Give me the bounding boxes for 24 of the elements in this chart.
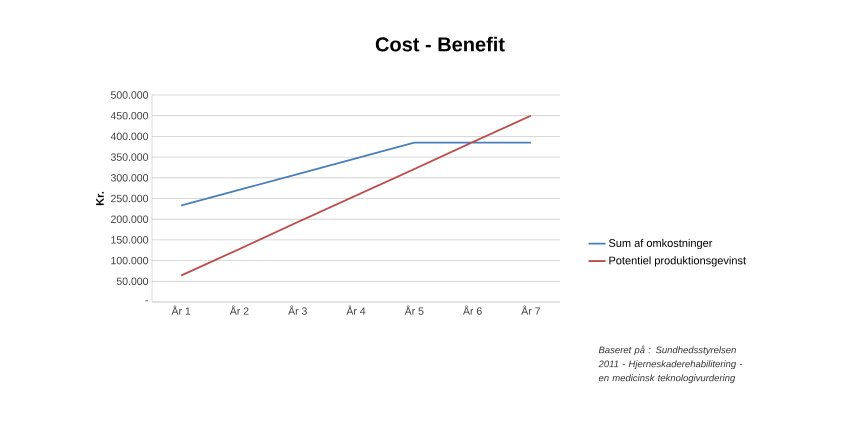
chart-title: Cost - Benefit (376, 36, 505, 52)
y-tick-label: 250.000 (111, 194, 148, 202)
x-tick-label: År 1 (172, 306, 190, 315)
y-tick-label: 350.000 (110, 153, 148, 161)
y-tick-label: 150.000 (111, 236, 148, 244)
x-tick-label: År 6 (462, 306, 482, 315)
legend-label: Potentiel produktionsgevinst (609, 256, 746, 267)
y-tick-label: 450.000 (110, 112, 148, 120)
x-tick-label: År 2 (230, 306, 249, 315)
y-tick-label: 100.000 (111, 256, 148, 264)
x-tick-label: År 5 (404, 306, 424, 315)
x-tick-label: År 7 (521, 306, 540, 315)
y-tick-label: 200.000 (111, 215, 148, 223)
y-tick-label: 50.000 (116, 278, 148, 286)
x-tick-label: År 4 (346, 306, 366, 315)
line-series (180, 114, 532, 276)
y-tick-label: 400.000 (110, 132, 148, 140)
y-tick-label: 300.000 (110, 174, 148, 182)
legend-label: Sum af omkostninger (608, 238, 712, 250)
y-tick-label: - (145, 300, 148, 302)
y-axis-title: Kr. (96, 192, 104, 206)
y-tick-label: 500.000 (110, 91, 148, 99)
x-tick-label: År 3 (288, 306, 307, 315)
text: Baseret på : Sundhedsstyrelsen 2011 - Hjerneskaderehabilitering - en medicinsk teknologivurdering (598, 346, 742, 384)
